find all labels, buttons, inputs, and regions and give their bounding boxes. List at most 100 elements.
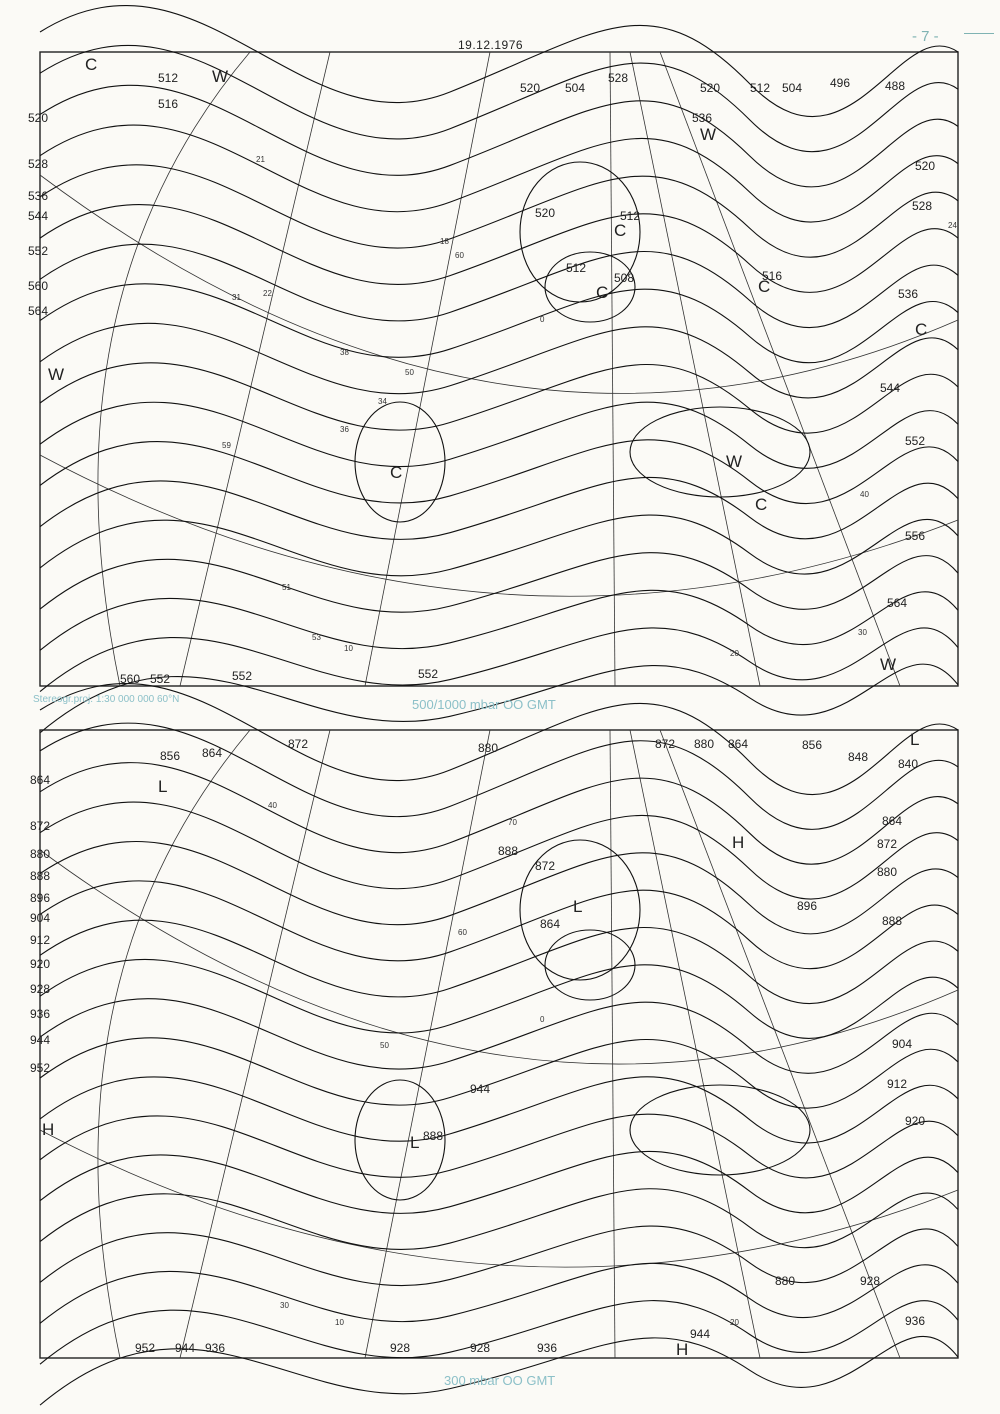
contour-line bbox=[39, 722, 959, 830]
pressure-center: C bbox=[915, 320, 927, 339]
closed-contour bbox=[544, 929, 636, 1001]
contour-label: 564 bbox=[28, 304, 48, 318]
contour-label: 536 bbox=[898, 287, 918, 301]
top-map-caption: 500/1000 mbar OO GMT bbox=[412, 697, 556, 712]
contour-line bbox=[39, 663, 959, 734]
isotach-label: 20 bbox=[730, 1318, 739, 1327]
contour-line bbox=[39, 958, 959, 1039]
isotach-label: 10 bbox=[335, 1318, 344, 1327]
pressure-center: C bbox=[85, 55, 97, 74]
contour-label: 552 bbox=[232, 669, 252, 683]
contour-label: 528 bbox=[28, 157, 48, 171]
thickness-label: 34 bbox=[378, 397, 387, 406]
thickness-label: 22 bbox=[263, 289, 272, 298]
contour-label: 928 bbox=[860, 1274, 880, 1288]
contour-label: 872 bbox=[655, 737, 675, 751]
contour-line bbox=[39, 401, 959, 469]
pressure-center: L bbox=[410, 1133, 419, 1152]
contour-label: 520 bbox=[700, 81, 720, 95]
thickness-label: 53 bbox=[312, 633, 321, 642]
isotach-label: 40 bbox=[268, 801, 277, 810]
thickness-label: 0 bbox=[540, 315, 545, 324]
closed-contour bbox=[519, 839, 641, 981]
contour-label: 888 bbox=[423, 1129, 443, 1143]
pressure-center: H bbox=[732, 833, 744, 852]
contour-label: 904 bbox=[30, 911, 50, 925]
contour-line bbox=[39, 1150, 959, 1214]
contour-label: 552 bbox=[905, 434, 925, 448]
contour-label: 856 bbox=[160, 749, 180, 763]
contour-label: 952 bbox=[135, 1341, 155, 1355]
contour-line bbox=[39, 1335, 959, 1406]
isotach-label: 30 bbox=[280, 1301, 289, 1310]
contour-line bbox=[39, 589, 959, 651]
contour-label: 528 bbox=[912, 199, 932, 213]
pressure-center: C bbox=[758, 277, 770, 296]
thickness-label: 51 bbox=[282, 583, 291, 592]
contour-line bbox=[39, 552, 959, 613]
contour-label: 936 bbox=[537, 1341, 557, 1355]
closed-contour bbox=[519, 161, 641, 303]
thickness-label: 30 bbox=[858, 628, 867, 637]
contour-label: 928 bbox=[30, 982, 50, 996]
contour-line bbox=[39, 1300, 959, 1365]
closed-contour bbox=[354, 401, 446, 523]
contour-label: 496 bbox=[830, 76, 850, 90]
contour-label: 560 bbox=[28, 279, 48, 293]
contour-label: 888 bbox=[30, 869, 50, 883]
map-500-1000-mbar: 512 516 520 528 536 544 552 560 564 520 528 520 512 5… bbox=[28, 5, 959, 734]
contour-label: 864 bbox=[728, 737, 748, 751]
contour-label: 880 bbox=[694, 737, 714, 751]
contour-label: 552 bbox=[150, 672, 170, 686]
contour-line bbox=[39, 1188, 959, 1251]
contour-label: 936 bbox=[205, 1341, 225, 1355]
contour-label: 840 bbox=[898, 757, 918, 771]
pressure-center: L bbox=[910, 730, 919, 749]
contour-line bbox=[39, 44, 959, 153]
contour-label: 864 bbox=[882, 814, 902, 828]
contour-label: 560 bbox=[120, 672, 140, 686]
contour-label: 512 bbox=[750, 81, 770, 95]
contour-line bbox=[39, 124, 959, 223]
contour-label: 512 bbox=[620, 209, 640, 223]
pressure-center: L bbox=[158, 777, 167, 796]
contour-line bbox=[39, 476, 959, 540]
contour-label: 512 bbox=[566, 261, 586, 275]
contour-label: 520 bbox=[915, 159, 935, 173]
height-contours bbox=[39, 5, 959, 734]
contour-line bbox=[39, 84, 959, 188]
pressure-center: C bbox=[755, 495, 767, 514]
contour-label: 536 bbox=[692, 111, 712, 125]
contour-label: 544 bbox=[880, 381, 900, 395]
contour-label: 520 bbox=[28, 111, 48, 125]
contour-label: 928 bbox=[470, 1341, 490, 1355]
contour-label: 944 bbox=[690, 1327, 710, 1341]
pressure-center: H bbox=[42, 1120, 54, 1139]
contour-label: 896 bbox=[797, 899, 817, 913]
contour-label: 928 bbox=[390, 1341, 410, 1355]
contour-label: 504 bbox=[782, 81, 802, 95]
contour-label: 872 bbox=[535, 859, 555, 873]
thickness-label: 10 bbox=[344, 644, 353, 653]
contour-line bbox=[39, 998, 959, 1074]
contour-line bbox=[39, 362, 959, 434]
isotach-label: 60 bbox=[458, 928, 467, 937]
contour-label: 512 bbox=[158, 71, 178, 85]
contour-label: 880 bbox=[478, 741, 498, 755]
thickness-label: 60 bbox=[455, 251, 464, 260]
contour-label: 508 bbox=[614, 271, 634, 285]
contour-label: 552 bbox=[418, 667, 438, 681]
contour-line bbox=[39, 880, 959, 970]
contour-label: 528 bbox=[608, 71, 628, 85]
contour-line bbox=[39, 683, 959, 795]
pressure-center: L bbox=[573, 897, 582, 916]
contour-label: 864 bbox=[202, 746, 222, 760]
contour-line bbox=[39, 1225, 959, 1287]
contour-line bbox=[39, 627, 959, 692]
contour-label: 880 bbox=[877, 865, 897, 879]
contour-line bbox=[39, 439, 959, 505]
pressure-center: W bbox=[880, 655, 896, 674]
map-300-mbar: 856 864 872 880 888 896 904 912 920 928 936 944 952 8… bbox=[30, 683, 959, 1406]
contour-label: 856 bbox=[802, 738, 822, 752]
page-rule bbox=[964, 33, 994, 34]
